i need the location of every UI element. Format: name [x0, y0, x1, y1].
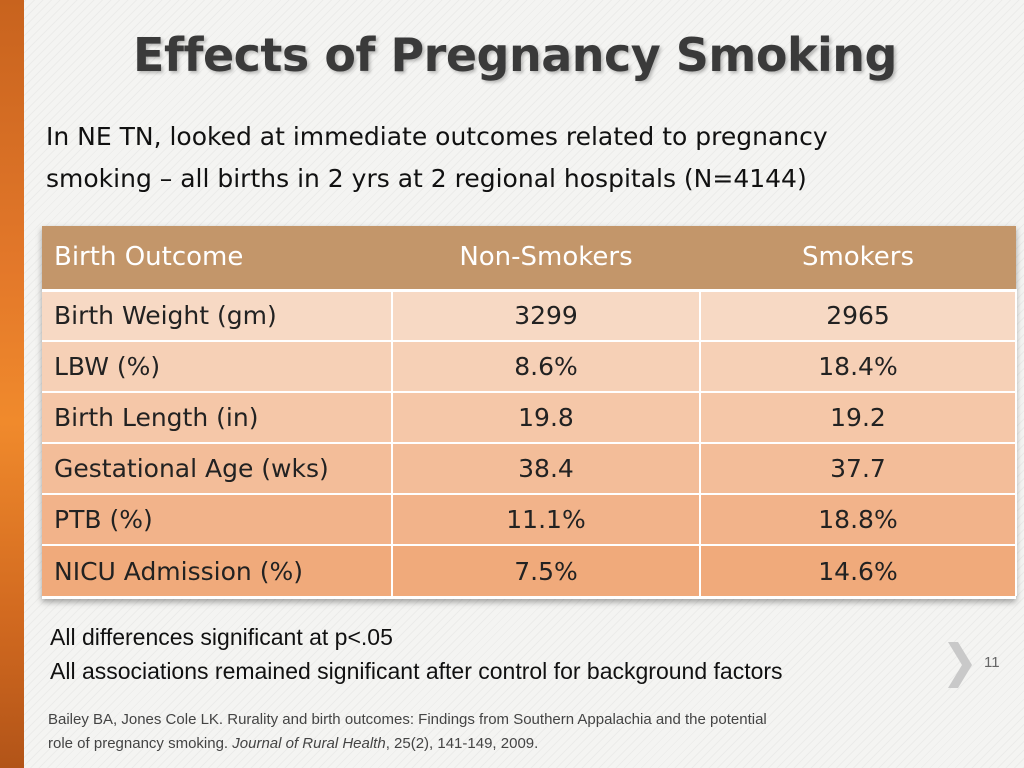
header-birth-outcome: Birth Outcome — [42, 226, 392, 292]
note-line-2: All associations remained significant af… — [50, 658, 783, 684]
chevron-right-icon[interactable] — [944, 640, 974, 690]
note-line-1: All differences significant at p<.05 — [50, 624, 393, 650]
non-smokers-value: 3299 — [392, 289, 701, 341]
citation: Bailey BA, Jones Cole LK. Rurality and b… — [48, 708, 948, 756]
non-smokers-value: 19.8 — [392, 391, 701, 443]
non-smokers-value: 7.5% — [392, 544, 701, 596]
significance-notes: All differences significant at p<.05 All… — [50, 620, 950, 688]
citation-prefix: role of pregnancy smoking. — [48, 735, 233, 752]
slide-title: Effects of Pregnancy Smoking — [133, 28, 897, 82]
slide-number: 11 — [984, 654, 1000, 671]
smokers-value: 18.8% — [700, 493, 1017, 545]
smokers-value: 18.4% — [700, 340, 1017, 392]
row-label: PTB (%) — [42, 493, 393, 545]
row-label: Birth Length (in) — [42, 391, 393, 443]
table-header-row: Birth Outcome Non-Smokers Smokers — [42, 226, 1016, 292]
header-non-smokers: Non-Smokers — [392, 226, 700, 292]
outcomes-table: Birth Outcome Non-Smokers Smokers Birth … — [42, 226, 1017, 596]
citation-line-1: Bailey BA, Jones Cole LK. Rurality and b… — [48, 711, 767, 728]
intro-text: In NE TN, looked at immediate outcomes r… — [46, 116, 946, 200]
table-row: Gestational Age (wks) 38.4 37.7 — [42, 442, 1017, 494]
non-smokers-value: 11.1% — [392, 493, 701, 545]
table-row: NICU Admission (%) 7.5% 14.6% — [42, 544, 1017, 596]
smokers-value: 14.6% — [700, 544, 1017, 596]
intro-line-1: In NE TN, looked at immediate outcomes r… — [46, 122, 828, 151]
table-row: Birth Weight (gm) 3299 2965 — [42, 289, 1017, 341]
row-label: LBW (%) — [42, 340, 393, 392]
smokers-value: 19.2 — [700, 391, 1017, 443]
header-smokers: Smokers — [700, 226, 1016, 292]
non-smokers-value: 8.6% — [392, 340, 701, 392]
citation-line-2: role of pregnancy smoking. Journal of Ru… — [48, 732, 948, 756]
non-smokers-value: 38.4 — [392, 442, 701, 494]
table-row: Birth Length (in) 19.8 19.2 — [42, 391, 1017, 443]
table-row: PTB (%) 11.1% 18.8% — [42, 493, 1017, 545]
row-label: Gestational Age (wks) — [42, 442, 393, 494]
row-label: NICU Admission (%) — [42, 544, 393, 596]
table-row: LBW (%) 8.6% 18.4% — [42, 340, 1017, 392]
smokers-value: 37.7 — [700, 442, 1017, 494]
outcomes-table-container: Birth Outcome Non-Smokers Smokers Birth … — [42, 226, 1017, 599]
intro-line-2: smoking – all births in 2 yrs at 2 regio… — [46, 164, 807, 193]
accent-side-bar — [0, 0, 24, 768]
row-label: Birth Weight (gm) — [42, 289, 393, 341]
citation-suffix: , 25(2), 141-149, 2009. — [385, 735, 539, 752]
citation-journal: Journal of Rural Health — [232, 735, 386, 752]
smokers-value: 2965 — [700, 289, 1017, 341]
